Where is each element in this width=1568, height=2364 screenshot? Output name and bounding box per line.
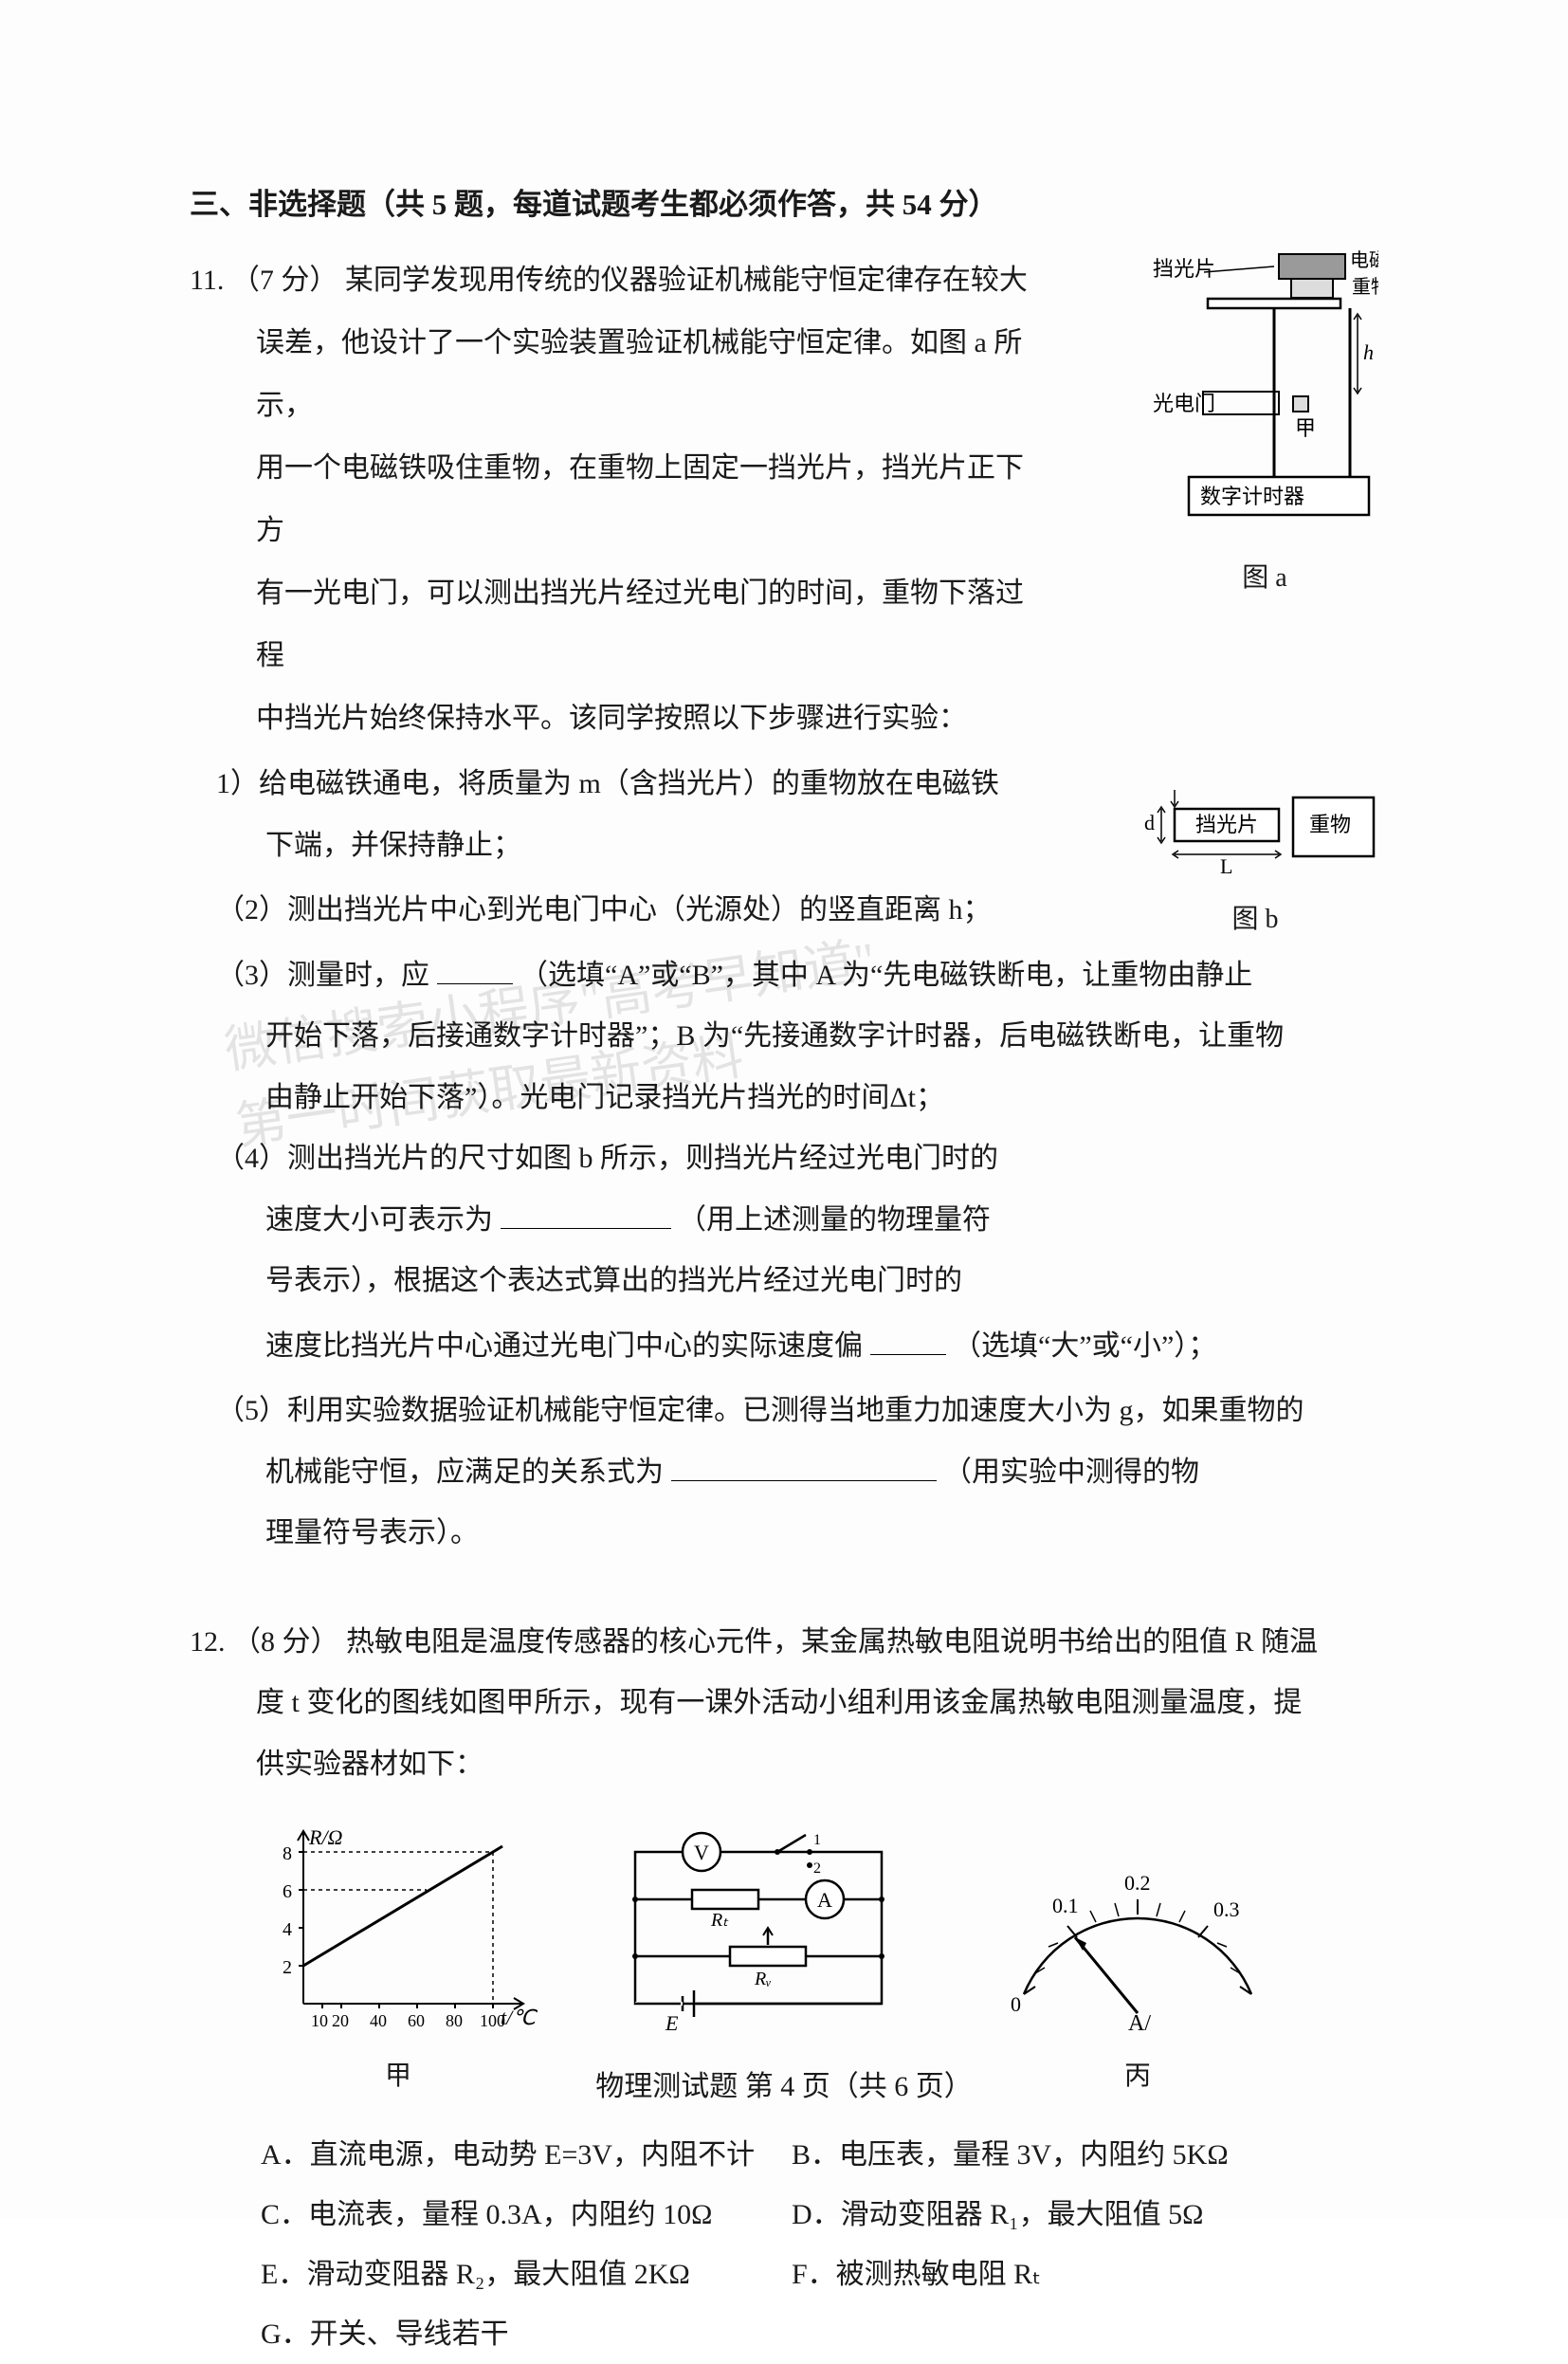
q11-s3a: （3）测量时，应 xyxy=(216,960,429,991)
q11-s5b: 机械能守恒，应满足的关系式为 xyxy=(265,1457,664,1488)
figure-a: h 甲 数字计时器 挡光片 光电门 电磁铁 重物 图 a xyxy=(1141,249,1388,608)
svg-text:60: 60 xyxy=(408,2011,425,2030)
blank-4a[interactable] xyxy=(501,1203,671,1229)
q11-s4f: （选填“大”或“小”）； xyxy=(953,1330,1216,1362)
q11-s4c: （用上述测量的物理量符 xyxy=(678,1204,991,1236)
blank-3[interactable] xyxy=(437,959,513,984)
svg-text:d: d xyxy=(1144,811,1155,834)
svg-text:L: L xyxy=(1220,854,1232,878)
exam-page: 三、非选择题（共 5 题，每道试题考生都必须作答，共 54 分） 11. （7 … xyxy=(0,0,1568,2218)
q12-intro-c: 供实验器材如下： xyxy=(190,1734,1378,1796)
svg-text:0.2: 0.2 xyxy=(1124,1871,1151,1895)
opt-F: F．被测热敏电阻 Rₜ xyxy=(792,2245,1322,2304)
q12-points: （8 分） xyxy=(232,1626,339,1658)
svg-text:4: 4 xyxy=(283,1919,292,1940)
svg-text:t/℃: t/℃ xyxy=(501,2006,538,2029)
svg-text:8: 8 xyxy=(283,1843,292,1864)
opt-E: E．滑动变阻器 R₂，最大阻值 2KΩ xyxy=(261,2245,792,2304)
q11-step4: （4）测出挡光片的尺寸如图 b 所示，则挡光片经过光电门时的 速度大小可表示为 … xyxy=(190,1128,1014,1312)
q12-intro-b: 度 t 变化的图线如图甲所示，现有一课外活动小组利用该金属热敏电阻测量温度，提 xyxy=(190,1673,1378,1734)
q11-s4b: 速度大小可表示为 xyxy=(265,1204,493,1236)
q11-s4a: （4）测出挡光片的尺寸如图 b 所示，则挡光片经过光电门时的 xyxy=(216,1143,998,1174)
q11-s1a: 1）给电磁铁通电，将质量为 m（含挡光片）的重物放在电磁铁 xyxy=(216,768,999,799)
svg-text:10: 10 xyxy=(311,2011,328,2030)
q11-intro-3: 用一个电磁铁吸住重物，在重物上固定一挡光片，挡光片正下方 xyxy=(190,437,1033,562)
svg-text:E: E xyxy=(665,2011,679,2035)
svg-text:挡光片: 挡光片 xyxy=(1153,257,1215,281)
svg-text:h: h xyxy=(1363,340,1374,364)
q11-intro-1: 某同学发现用传统的仪器验证机械能守恒定律存在较大 xyxy=(345,265,1028,296)
q11-step5: （5）利用实验数据验证机械能守恒定律。已测得当地重力加速度大小为 g，如果重物的… xyxy=(190,1381,1378,1565)
q11-s5d: 理量符号表示）。 xyxy=(265,1517,479,1549)
q11-s3c: 开始下落，后接通数字计时器”；B 为“先接通数字计时器，后电磁铁断电，让重物 xyxy=(265,1020,1284,1052)
question-12: 12. （8 分） 热敏电阻是温度传感器的核心元件，某金属热敏电阻说明书给出的阻… xyxy=(190,1612,1378,2364)
svg-text:R/Ω: R/Ω xyxy=(308,1825,343,1849)
opt-G: G．开关、导线若干 xyxy=(261,2304,792,2364)
svg-text:A: A xyxy=(817,1888,832,1912)
q11-number: 11. xyxy=(190,265,224,296)
svg-text:Rₜ: Rₜ xyxy=(710,1910,729,1931)
q11-intro-2: 误差，他设计了一个实验装置验证机械能守恒定律。如图 a 所示， xyxy=(190,312,1033,437)
svg-text:电磁铁: 电磁铁 xyxy=(1350,249,1378,271)
svg-text:80: 80 xyxy=(446,2011,463,2030)
svg-text:100: 100 xyxy=(480,2011,505,2030)
q11-s4-line4: 速度比挡光片中心通过光电门中心的实际速度偏 （选填“大”或“小”）； xyxy=(190,1316,1378,1378)
svg-text:0: 0 xyxy=(1011,1992,1021,2016)
q11-intro-5: 中挡光片始终保持水平。该同学按照以下步骤进行实验： xyxy=(190,687,1033,750)
figure-b-svg: 挡光片 重物 d L xyxy=(1127,780,1383,885)
q11-s5c: （用实验中测得的物 xyxy=(943,1457,1199,1488)
opt-B: B．电压表，量程 3V，内阻约 5KΩ xyxy=(792,2125,1322,2185)
figure-b-caption: 图 b xyxy=(1122,890,1388,949)
q11-s1b: 下端，并保持静止； xyxy=(265,830,521,861)
q11-s5a: （5）利用实验数据验证机械能守恒定律。已测得当地重力加速度大小为 g，如果重物的 xyxy=(216,1395,1304,1426)
svg-text:40: 40 xyxy=(370,2011,387,2030)
chart-jia-svg: R/Ω t/℃ 2 4 6 8 10 20 40 60 80 100 xyxy=(256,1823,540,2042)
blank-5[interactable] xyxy=(671,1456,937,1481)
svg-text:20: 20 xyxy=(332,2011,349,2030)
svg-text:数字计时器: 数字计时器 xyxy=(1200,485,1304,508)
svg-text:2: 2 xyxy=(813,1860,821,1877)
svg-text:甲: 甲 xyxy=(1295,416,1316,440)
svg-text:0.1: 0.1 xyxy=(1052,1894,1079,1917)
q11-step4-wrap: （4）测出挡光片的尺寸如图 b 所示，则挡光片经过光电门时的 速度大小可表示为 … xyxy=(190,1128,1378,1377)
section-header: 三、非选择题（共 5 题，每道试题考生都必须作答，共 54 分） xyxy=(190,180,1378,223)
page-footer: 物理测试题 第 4 页（共 6 页） xyxy=(0,2062,1568,2104)
q11-intro-4: 有一光电门，可以测出挡光片经过光电门的时间，重物下落过程 xyxy=(190,562,1033,687)
svg-text:V: V xyxy=(694,1841,709,1864)
q12-options: A．直流电源，电动势 E=3V，内阻不计 B．电压表，量程 3V，内阻约 5KΩ… xyxy=(261,2125,1378,2364)
svg-text:0.3: 0.3 xyxy=(1213,1897,1240,1921)
blank-4b[interactable] xyxy=(870,1329,946,1355)
svg-text:Rᵥ: Rᵥ xyxy=(754,1969,772,1989)
q11-s4e: 速度比挡光片中心通过光电门中心的实际速度偏 xyxy=(265,1330,863,1362)
svg-text:挡光片: 挡光片 xyxy=(1195,813,1258,836)
q12-number: 12. xyxy=(190,1626,226,1658)
q11-s3d: 由静止开始下落”）。光电门记录挡光片挡光的时间Δt； xyxy=(265,1082,944,1113)
dial-svg: 0 0.1 0.2 0.3 A/ xyxy=(976,1852,1299,2042)
figure-b: 挡光片 重物 d L 图 b xyxy=(1122,780,1388,949)
q11-s4d: 号表示），根据这个表达式算出的挡光片经过光电门时的 xyxy=(265,1265,962,1296)
q12-intro-a: 热敏电阻是温度传感器的核心元件，某金属热敏电阻说明书给出的阻值 R 随温 xyxy=(346,1626,1318,1658)
figure-a-svg: h 甲 数字计时器 挡光片 光电门 电磁铁 重物 xyxy=(1151,249,1378,543)
q12-intro: 12. （8 分） 热敏电阻是温度传感器的核心元件，某金属热敏电阻说明书给出的阻… xyxy=(190,1612,1378,1796)
opt-A: A．直流电源，电动势 E=3V，内阻不计 xyxy=(261,2125,792,2185)
q11-points: （7 分） xyxy=(231,265,338,296)
svg-text:A/: A/ xyxy=(1128,2011,1151,2036)
opt-D: D．滑动变阻器 R₁，最大阻值 5Ω xyxy=(792,2185,1322,2245)
svg-text:重物: 重物 xyxy=(1352,276,1378,298)
opt-C: C．电流表，量程 0.3A，内阻约 10Ω xyxy=(261,2185,792,2245)
q11-step1: 1）给电磁铁通电，将质量为 m（含挡光片）的重物放在电磁铁 下端，并保持静止； xyxy=(190,754,1033,876)
circuit-svg: V 1 2 A Rₜ xyxy=(607,1823,910,2042)
svg-text:2: 2 xyxy=(283,1957,292,1978)
svg-text:重物: 重物 xyxy=(1309,813,1351,836)
question-11: 11. （7 分） 某同学发现用传统的仪器验证机械能守恒定律存在较大 误差，他设… xyxy=(190,249,1378,1565)
svg-text:1: 1 xyxy=(813,1832,821,1848)
q11-line1: 11. （7 分） 某同学发现用传统的仪器验证机械能守恒定律存在较大 xyxy=(190,249,1033,312)
q11-s3b: （选填“A”或“B”，其中 A 为“先电磁铁断电，让重物由静止 xyxy=(520,960,1252,991)
q11-step3: （3）测量时，应 （选填“A”或“B”，其中 A 为“先电磁铁断电，让重物由静止… xyxy=(190,945,1378,1129)
figure-a-caption: 图 a xyxy=(1141,549,1388,608)
svg-text:光电门: 光电门 xyxy=(1153,392,1215,415)
svg-text:6: 6 xyxy=(283,1881,292,1902)
q11-intro-block: 11. （7 分） 某同学发现用传统的仪器验证机械能守恒定律存在较大 误差，他设… xyxy=(190,249,1033,876)
